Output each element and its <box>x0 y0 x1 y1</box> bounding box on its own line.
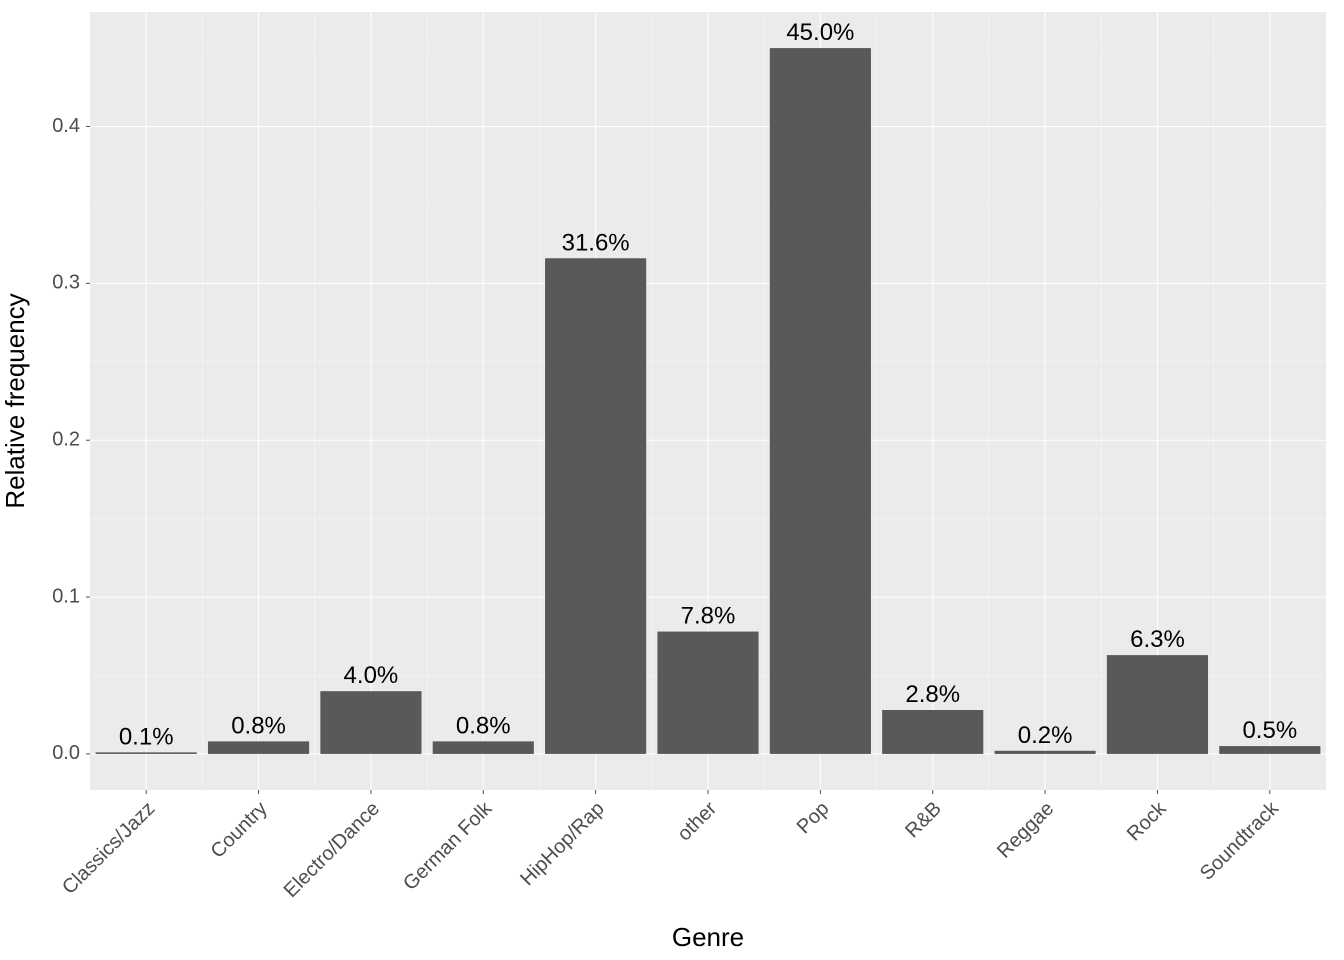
x-tick-label: Rock <box>1123 797 1171 845</box>
bar-value-label: 0.1% <box>119 723 174 750</box>
x-tick-label: Country <box>207 798 272 863</box>
bar-value-label: 0.8% <box>456 712 511 739</box>
bar <box>208 741 309 754</box>
x-tick-label: Soundtrack <box>1196 797 1284 885</box>
bar <box>96 752 197 754</box>
y-axis: 0.0 0.1 0.2 0.3 0.4 <box>52 115 90 764</box>
bar-value-label: 2.8% <box>905 681 960 708</box>
x-tick-label: R&B <box>901 798 946 843</box>
x-tick-label: Classics/Jazz <box>58 798 159 899</box>
y-tick-label: 0.4 <box>52 115 80 137</box>
y-tick-label: 0.3 <box>52 272 80 294</box>
bar-value-label: 0.8% <box>231 712 286 739</box>
x-tick-label: Reggae <box>993 798 1058 863</box>
bar <box>320 691 421 754</box>
bar-value-label: 0.2% <box>1018 722 1073 749</box>
bar <box>433 741 534 754</box>
bar-value-label: 6.3% <box>1130 626 1185 653</box>
x-tick-label: HipHop/Rap <box>516 798 609 891</box>
bar <box>882 710 983 754</box>
bar-chart: 0.1% 0.8% 4.0% 0.8% 31.6% 7.8% 45.0% 2.8% 0.2% 6.… <box>0 0 1344 960</box>
bar-value-label: 0.5% <box>1242 717 1297 744</box>
bar-value-label: 4.0% <box>344 662 399 689</box>
y-axis-title: Relative frequency <box>0 293 30 508</box>
bar-value-label: 31.6% <box>562 229 630 256</box>
bar <box>657 632 758 754</box>
x-axis-title: Genre <box>672 922 744 952</box>
x-tick-label: Electro/Dance <box>280 798 384 902</box>
x-axis: Classics/Jazz CountryElectro/DanceGerman … <box>58 790 1284 902</box>
y-tick-label: 0.0 <box>52 742 80 764</box>
y-tick-label: 0.1 <box>52 585 80 607</box>
bar <box>995 751 1096 754</box>
x-tick-label: other <box>673 797 721 845</box>
x-tick-label: German Folk <box>399 797 497 895</box>
x-tick-label: Pop <box>793 798 834 839</box>
bar <box>1219 746 1320 754</box>
bar <box>545 258 646 754</box>
chart-container: 0.1% 0.8% 4.0% 0.8% 31.6% 7.8% 45.0% 2.8% 0.2% 6.… <box>0 0 1344 960</box>
bar <box>1107 655 1208 754</box>
bar-value-label: 45.0% <box>786 19 854 46</box>
y-tick-label: 0.2 <box>52 428 80 450</box>
bar <box>770 48 871 754</box>
bar-value-label: 7.8% <box>681 603 736 630</box>
